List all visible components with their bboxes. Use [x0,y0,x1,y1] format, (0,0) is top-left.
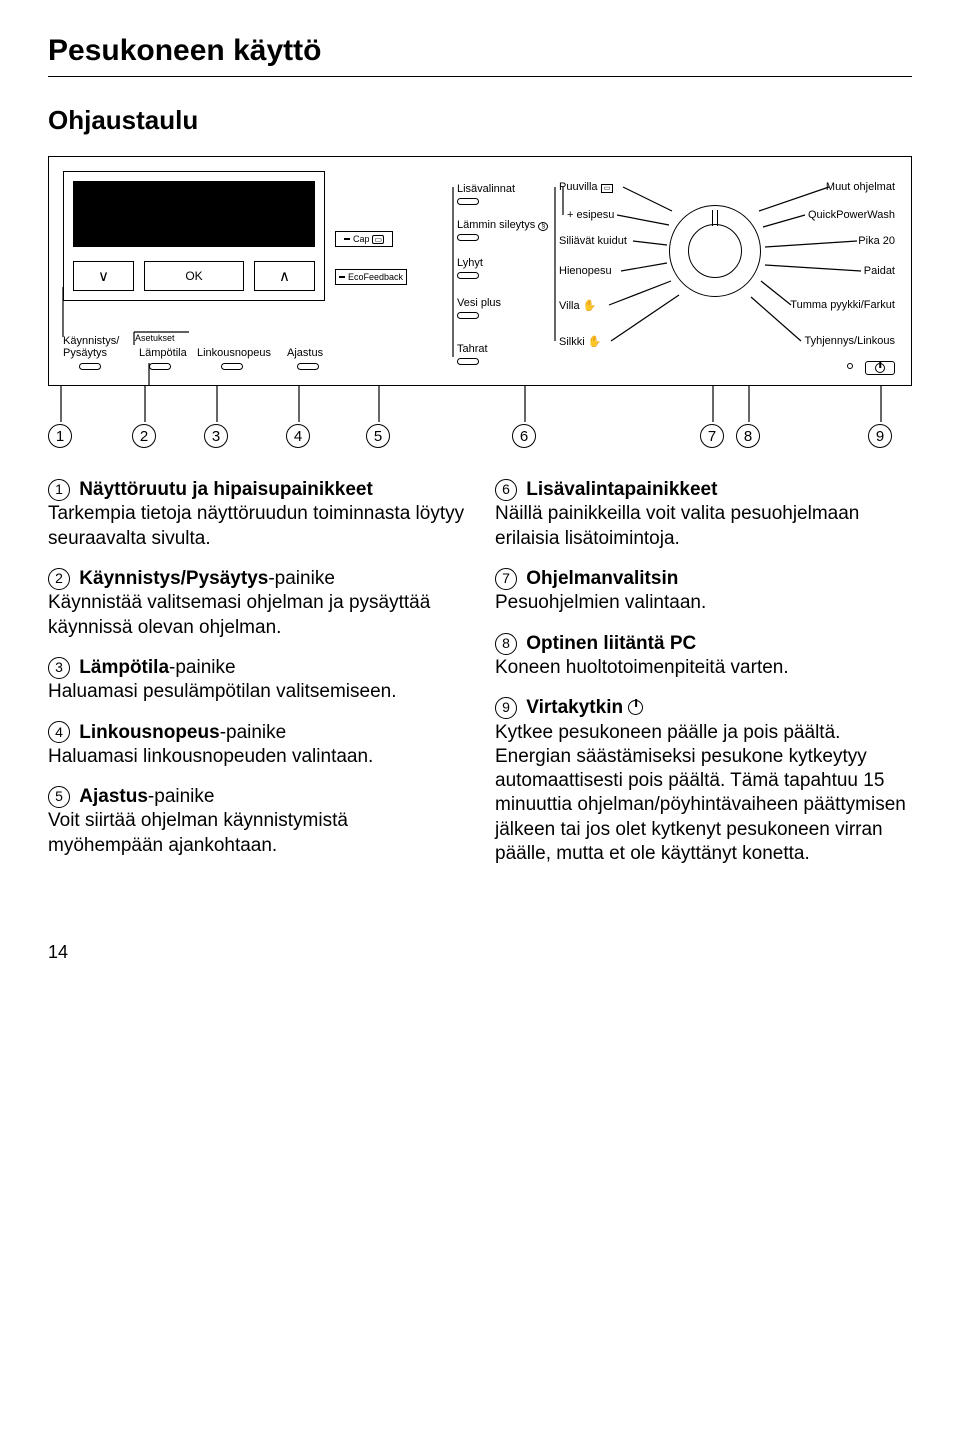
eco-button[interactable]: EcoFeedback [335,269,407,285]
item-9-body: Kytkee pesukoneen päälle ja pois päältä.… [495,722,906,865]
callout-4: 4 [286,424,310,448]
lcd [73,181,315,247]
callout-1: 1 [48,424,72,448]
cap-label: Cap [353,234,370,244]
temp-label: Lämpötila [139,347,187,359]
item-9: 9 Virtakytkin Kytkee pesukoneen päälle j… [495,696,912,866]
program-dial[interactable] [669,205,761,297]
pc-port-icon [847,363,853,369]
hand-icon: ✋ [588,336,602,348]
opt-button[interactable] [457,358,479,365]
description-columns: 1 Näyttöruutu ja hipaisupainikkeet Tarke… [48,478,912,882]
steam-icon: § [538,222,548,231]
dial-inner [688,224,742,278]
power-icon [875,363,885,373]
prog-muut: Muut ohjelmat [826,181,895,193]
opt-tahrat: Tahrat [457,343,488,365]
startstop-label: Käynnistys/ Pysäytys [63,335,119,359]
prog-villa: Villa ✋ [559,299,596,312]
eco-box-icon: ▭ [601,184,614,193]
temp-button[interactable] [149,363,171,370]
prog-esipesu: + esipesu [567,209,614,221]
opt-button[interactable] [457,198,479,205]
opt-button[interactable] [457,272,479,279]
prog-hienopesu: Hienopesu [559,265,612,277]
callout-row: 1 2 3 4 5 6 7 8 9 [48,412,912,458]
power-icon [628,700,643,715]
control-panel-diagram: ∨ OK ∧ Cap ▭ EcoFeedback Käynnistys/ Pys… [48,156,912,386]
prog-siliavat: Siliävät kuidut [559,235,627,247]
callout-9: 9 [868,424,892,448]
prog-silkki: Silkki ✋ [559,335,601,348]
item-2: 2 Käynnistys/Pysäytys-painike Käynnistää… [48,567,465,640]
opt-button[interactable] [457,234,479,241]
opt-lisavalinnat: Lisävalinnat [457,183,515,205]
ok-button[interactable]: OK [144,261,244,291]
timer-button[interactable] [297,363,319,370]
ok-label: OK [185,269,202,283]
opt-vesiplus: Vesi plus [457,297,501,319]
prog-tumma: Tumma pyykki/Farkut [790,299,895,311]
prog-pika: Pika 20 [858,235,895,247]
spin-label: Linkousnopeus [197,347,271,359]
spin-button[interactable] [221,363,243,370]
rule [48,76,912,77]
power-button[interactable] [865,361,895,375]
page-title: Pesukoneen käyttö [48,34,912,68]
callout-7: 7 [700,424,724,448]
startstop-button[interactable] [79,363,101,370]
hand-icon: ✋ [583,300,597,312]
prog-paidat: Paidat [864,265,895,277]
dash-icon [344,238,350,240]
callout-5: 5 [366,424,390,448]
item-3: 3 Lämpötila-painike Haluamasi pesulämpöt… [48,656,465,705]
callout-6: 6 [512,424,536,448]
dash-icon [339,276,345,278]
prog-quick: QuickPowerWash [808,209,895,221]
item-8: 8 Optinen liitäntä PC Koneen huoltotoime… [495,632,912,681]
opt-lyhyt: Lyhyt [457,257,483,279]
item-4: 4 Linkousnopeus-painike Haluamasi linkou… [48,721,465,770]
section-title: Ohjaustaulu [48,105,912,136]
item-5: 5 Ajastus-painike Voit siirtää ohjelman … [48,785,465,858]
cap-icon: ▭ [372,235,384,244]
page-number: 14 [48,942,912,963]
callout-leads [48,386,912,436]
item-1: 1 Näyttöruutu ja hipaisupainikkeet Tarke… [48,478,465,551]
down-button[interactable]: ∨ [73,261,134,291]
callout-2: 2 [132,424,156,448]
callout-8: 8 [736,424,760,448]
prog-puuvilla: Puuvilla ▭ [559,181,613,193]
prog-tyhjennys: Tyhjennys/Linkous [805,335,896,347]
eco-label: EcoFeedback [348,272,403,282]
up-button[interactable]: ∧ [254,261,315,291]
opt-button[interactable] [457,312,479,319]
item-6: 6 Lisävalintapainikkeet Näillä painikkei… [495,478,912,551]
cap-button[interactable]: Cap ▭ [335,231,393,247]
asetukset-label: Asetukset [135,333,175,343]
callout-3: 3 [204,424,228,448]
timer-label: Ajastus [287,347,323,359]
chevron-up-icon: ∧ [279,267,290,285]
chevron-down-icon: ∨ [98,267,109,285]
opt-lammin: Lämmin sileytys § [457,219,548,241]
item-7: 7 Ohjelmanvalitsin Pesuohjelmien valinta… [495,567,912,616]
display-screen: ∨ OK ∧ [63,171,325,301]
